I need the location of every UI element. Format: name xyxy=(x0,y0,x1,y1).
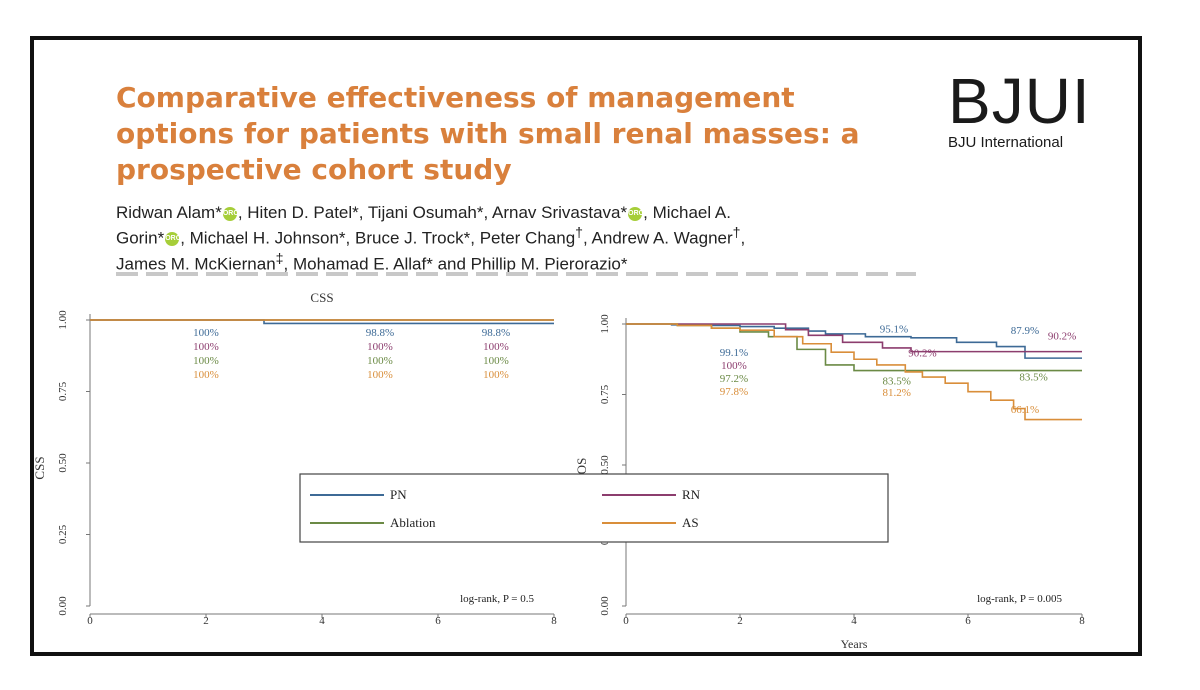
percent-label: 100% xyxy=(367,355,393,367)
y-tick-label: 1.00 xyxy=(599,314,611,334)
percent-label: 98.8% xyxy=(366,327,394,339)
legend-label-ablation: Ablation xyxy=(390,515,436,530)
orcid-icon: ORCID xyxy=(165,232,188,247)
y-tick-label: 0.50 xyxy=(599,455,611,475)
y-tick-label: 0.00 xyxy=(599,596,611,616)
percent-label: 99.1% xyxy=(720,347,748,359)
x-tick-label: 4 xyxy=(319,615,325,627)
author-text: , Michael H. Johnson*, Bruce J. Trock*, … xyxy=(180,228,576,248)
paper-title: Comparative effectiveness of management … xyxy=(116,81,860,186)
x-tick-label: 8 xyxy=(1079,615,1085,627)
figure-background xyxy=(34,288,1138,652)
y-tick-label: 0.75 xyxy=(599,384,611,404)
author-text: , xyxy=(740,228,746,248)
os-plot-area: 0.000.250.500.751.000246899.1%100%97.2%9… xyxy=(599,314,1085,627)
percent-label: 100% xyxy=(721,360,747,372)
percent-label: 100% xyxy=(193,327,219,339)
x-tick-label: 0 xyxy=(87,615,93,627)
percent-label: 87.9% xyxy=(1011,325,1039,337)
y-tick-label: 0.75 xyxy=(57,381,69,401)
legend-label-as: AS xyxy=(682,515,699,530)
percent-label: 83.5% xyxy=(883,376,911,388)
percent-label: 97.2% xyxy=(720,373,748,385)
author-text: Gorin* xyxy=(116,228,165,248)
css-plot-area: 0.00 0.25 0.50 0.75 1.00 0 2 4 6 8 100% 100% 100% 100… xyxy=(57,310,557,627)
y-tick-label: 0.00 xyxy=(57,596,69,616)
journal-logo-text: BJUI xyxy=(948,65,1091,137)
author-text: Ridwan Alam* xyxy=(116,203,222,222)
percent-label: 100% xyxy=(367,341,393,353)
percent-label: 100% xyxy=(193,369,219,381)
percent-label: 95.1% xyxy=(880,323,908,335)
percent-label: 90.2% xyxy=(1048,331,1076,343)
y-tick-label: 0.25 xyxy=(57,524,69,544)
series-line-as xyxy=(626,323,1082,421)
percent-label: 100% xyxy=(367,369,393,381)
css-chart: CSS CSS 0.00 0.25 0.50 0.75 1.00 0 2 4 6 8 100% 100… xyxy=(34,290,557,627)
y-axis-label: CSS xyxy=(34,456,47,479)
affiliations-cut-off xyxy=(116,272,916,276)
y-axis-label: OS xyxy=(574,458,589,475)
affiliation-mark: ‡ xyxy=(275,250,284,267)
legend-box xyxy=(299,473,889,543)
chart-title: CSS xyxy=(310,290,333,305)
x-tick-label: 6 xyxy=(435,615,441,627)
author-list: Ridwan Alam*ORCID, Hiten D. Patel*, Tija… xyxy=(116,202,946,274)
journal-name: BJU International xyxy=(948,134,1064,151)
percent-label: 100% xyxy=(483,355,509,367)
x-tick-label: 8 xyxy=(551,615,557,627)
percent-label: 97.8% xyxy=(720,386,748,398)
affiliation-mark: † xyxy=(732,225,741,241)
percent-label: 83.5% xyxy=(1019,371,1047,383)
legend-label-pn: PN xyxy=(390,487,407,502)
x-tick-label: 6 xyxy=(965,615,971,627)
percent-label: 100% xyxy=(193,355,219,367)
author-text: , Andrew A. Wagner xyxy=(583,228,733,248)
orcid-icon: ORCID xyxy=(628,206,651,221)
percent-label: 98.8% xyxy=(482,327,510,339)
x-tick-label: 0 xyxy=(623,615,629,627)
slide-frame: Comparative effectiveness of management … xyxy=(30,36,1142,656)
legend: PN RN Ablation AS xyxy=(299,473,889,543)
os-chart: OS Years 0.000.250.500.751.000246899.1%1… xyxy=(574,314,1085,651)
percent-label: 90.2% xyxy=(908,347,936,359)
survival-figure: CSS CSS 0.00 0.25 0.50 0.75 1.00 0 2 4 6 8 100% 100… xyxy=(34,288,1138,652)
percent-label: 66.1% xyxy=(1011,404,1039,416)
log-rank-note: log-rank, P = 0.005 xyxy=(977,593,1062,605)
x-axis-label: Years xyxy=(841,637,868,651)
author-text: , Mohamad E. Allaf* and Phillip M. Piero… xyxy=(283,254,628,274)
percent-label: 100% xyxy=(483,369,509,381)
x-tick-label: 2 xyxy=(203,615,209,627)
percent-label: 81.2% xyxy=(883,387,911,399)
y-tick-label: 0.50 xyxy=(57,453,69,473)
x-tick-label: 4 xyxy=(851,615,857,627)
author-text: , Hiten D. Patel*, Tijani Osumah*, Arnav… xyxy=(237,203,628,222)
y-tick-label: 1.00 xyxy=(57,310,69,330)
log-rank-note: log-rank, P = 0.5 xyxy=(460,593,534,605)
percent-label: 100% xyxy=(193,341,219,353)
author-text: James M. McKiernan xyxy=(116,254,276,274)
series-line-rn xyxy=(626,323,1082,353)
x-tick-label: 2 xyxy=(737,615,743,627)
author-text: , Michael A. xyxy=(643,203,731,222)
percent-label: 100% xyxy=(483,341,509,353)
legend-label-rn: RN xyxy=(682,487,701,502)
journal-logo: BJUI BJU International xyxy=(948,65,1118,151)
affiliation-mark: † xyxy=(575,225,584,241)
orcid-icon: ORCID xyxy=(222,206,245,221)
